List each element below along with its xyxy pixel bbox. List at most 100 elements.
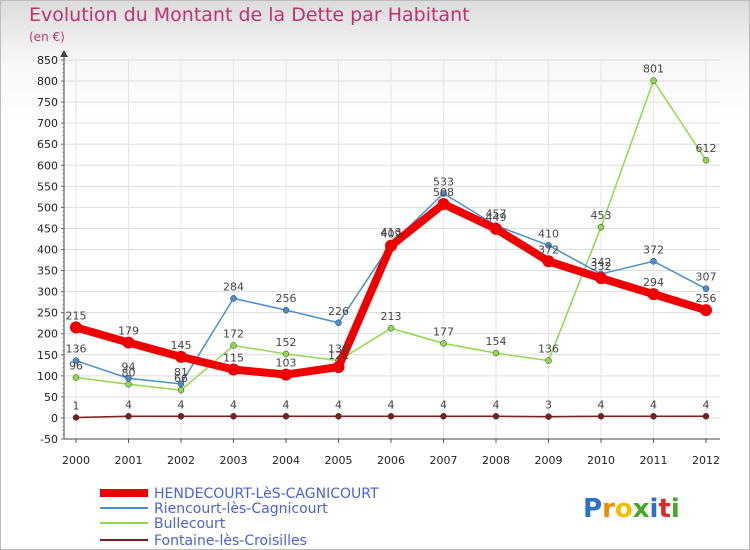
data-point xyxy=(440,413,447,420)
data-point xyxy=(282,306,290,314)
data-point xyxy=(492,413,500,420)
data-label: 80 xyxy=(122,366,136,379)
data-label: 413 xyxy=(381,226,402,239)
legend-label-1: Riencourt-lès-Cagnicourt xyxy=(154,501,328,517)
data-point xyxy=(650,77,657,84)
data-label: 410 xyxy=(538,227,559,240)
data-label: 121 xyxy=(328,349,349,362)
data-point xyxy=(177,380,185,388)
legend: HENDECOURT-LèS-CAGNICOURTRiencourt-lès-C… xyxy=(100,486,379,549)
data-label: 284 xyxy=(223,280,244,293)
y-tick-label: 600 xyxy=(37,159,58,172)
data-label: 115 xyxy=(223,352,244,365)
y-tick-label: 250 xyxy=(37,307,58,320)
data-label: 372 xyxy=(538,243,559,256)
data-point xyxy=(490,222,502,235)
data-label: 4 xyxy=(283,398,290,411)
data-label: 179 xyxy=(118,325,139,338)
data-point xyxy=(650,258,657,265)
data-point xyxy=(702,156,710,164)
data-label: 136 xyxy=(538,343,559,356)
y-tick-label: -50 xyxy=(40,433,58,446)
data-point xyxy=(335,413,342,420)
data-label: 409 xyxy=(381,228,402,241)
data-point xyxy=(177,386,185,394)
data-labels: 215 179 145 115 103 121 409 508 449 372 332 294 256 1… xyxy=(66,63,717,413)
data-label: 4 xyxy=(125,398,132,411)
data-point xyxy=(230,413,237,420)
data-label: 256 xyxy=(696,292,717,305)
data-label: 533 xyxy=(433,175,454,188)
data-label: 612 xyxy=(696,142,717,155)
x-tick-label: 2009 xyxy=(535,454,563,467)
data-label: 81 xyxy=(174,366,188,379)
logo-letter: i xyxy=(650,494,659,524)
data-point xyxy=(335,319,342,327)
data-label: 3 xyxy=(545,399,552,412)
data-label: 226 xyxy=(328,305,349,318)
y-tick-label: 650 xyxy=(37,138,58,151)
y-tick-label: 700 xyxy=(37,117,58,130)
chart-title: Evolution du Montant de la Dette par Hab… xyxy=(29,4,470,26)
y-tick-label: 350 xyxy=(37,265,58,278)
chart-subtitle: (en €) xyxy=(29,30,65,44)
data-label: 177 xyxy=(433,325,454,338)
y-tick-label: 750 xyxy=(37,96,58,109)
y-tick-label: 550 xyxy=(37,180,58,193)
y-tick-label: 150 xyxy=(37,349,58,362)
data-point xyxy=(227,363,240,376)
x-tick-label: 2002 xyxy=(167,454,195,467)
data-point xyxy=(72,357,80,364)
data-label: 332 xyxy=(591,260,612,273)
data-label: 103 xyxy=(276,357,297,370)
proxiti-logo: Proxiti xyxy=(583,494,680,524)
y-tick-label: 400 xyxy=(37,244,58,257)
data-label: 4 xyxy=(703,398,710,411)
logo-letter: i xyxy=(671,494,680,524)
series-lines xyxy=(70,77,712,421)
data-point xyxy=(440,190,447,197)
data-label: 152 xyxy=(276,336,297,349)
axes: -50 0 50 100 150 200 250 300 350 400 450 500 550 600 6… xyxy=(37,50,720,467)
data-point xyxy=(125,413,132,420)
data-point xyxy=(597,223,605,231)
data-point xyxy=(595,272,607,285)
data-point xyxy=(492,349,500,357)
data-label: 256 xyxy=(276,292,297,305)
data-point xyxy=(387,324,395,332)
x-tick-label: 2010 xyxy=(587,454,615,467)
data-label: 154 xyxy=(486,335,507,348)
data-label: 508 xyxy=(433,186,454,199)
x-tick-label: 2003 xyxy=(220,454,248,467)
x-tick-label: 2000 xyxy=(62,454,90,467)
grid-lines xyxy=(64,59,720,440)
y-tick-label: 100 xyxy=(37,370,58,383)
data-point xyxy=(542,255,555,268)
data-label: 4 xyxy=(598,398,605,411)
data-point xyxy=(122,336,135,349)
data-point xyxy=(282,350,290,358)
data-label: 4 xyxy=(178,398,185,411)
data-label: 145 xyxy=(171,339,192,352)
logo-letter: x xyxy=(633,494,650,524)
data-point xyxy=(702,285,710,292)
data-point xyxy=(700,304,712,317)
data-point xyxy=(650,413,657,420)
data-point xyxy=(545,357,552,364)
y-axis-arrow xyxy=(60,50,68,57)
data-label: 307 xyxy=(696,271,717,284)
data-label: 4 xyxy=(388,398,395,411)
data-label: 372 xyxy=(643,243,664,256)
data-point xyxy=(177,413,185,420)
data-label: 4 xyxy=(440,398,447,411)
data-label: 449 xyxy=(486,211,507,224)
y-tick-label: 300 xyxy=(37,286,58,299)
data-label: 4 xyxy=(493,398,500,411)
data-label: 4 xyxy=(650,398,657,411)
logo-letter: o xyxy=(615,494,633,524)
x-tick-label: 2008 xyxy=(482,454,510,467)
y-tick-label: 500 xyxy=(37,201,58,214)
data-point xyxy=(175,350,187,363)
data-label: 66 xyxy=(174,372,188,385)
x-tick-label: 2001 xyxy=(115,454,143,467)
